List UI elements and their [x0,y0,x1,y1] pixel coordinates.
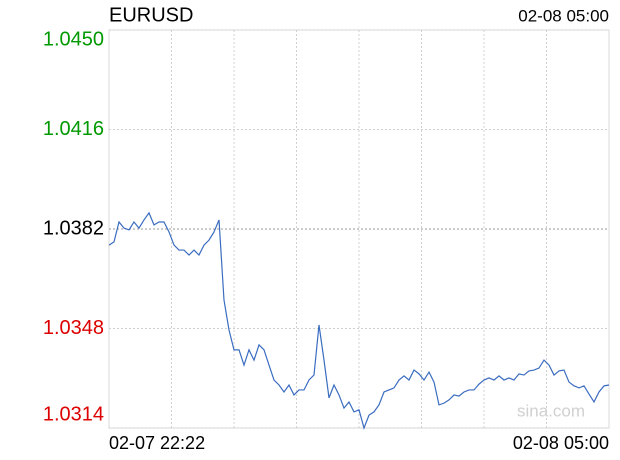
y-tick-label: 1.0314 [43,403,104,425]
x-tick-label: 02-08 05:00 [513,433,609,453]
watermark: sina.com [517,401,585,420]
chart-title: EURUSD [109,4,193,26]
y-tick-label: 1.0450 [43,28,104,50]
y-tick-label: 1.0382 [43,217,104,239]
x-tick-label: 02-07 22:22 [109,433,205,453]
price-line [108,211,610,430]
y-tick-label: 1.0348 [43,317,104,339]
timestamp: 02-08 05:00 [518,6,609,25]
y-tick-label: 1.0416 [43,118,104,140]
